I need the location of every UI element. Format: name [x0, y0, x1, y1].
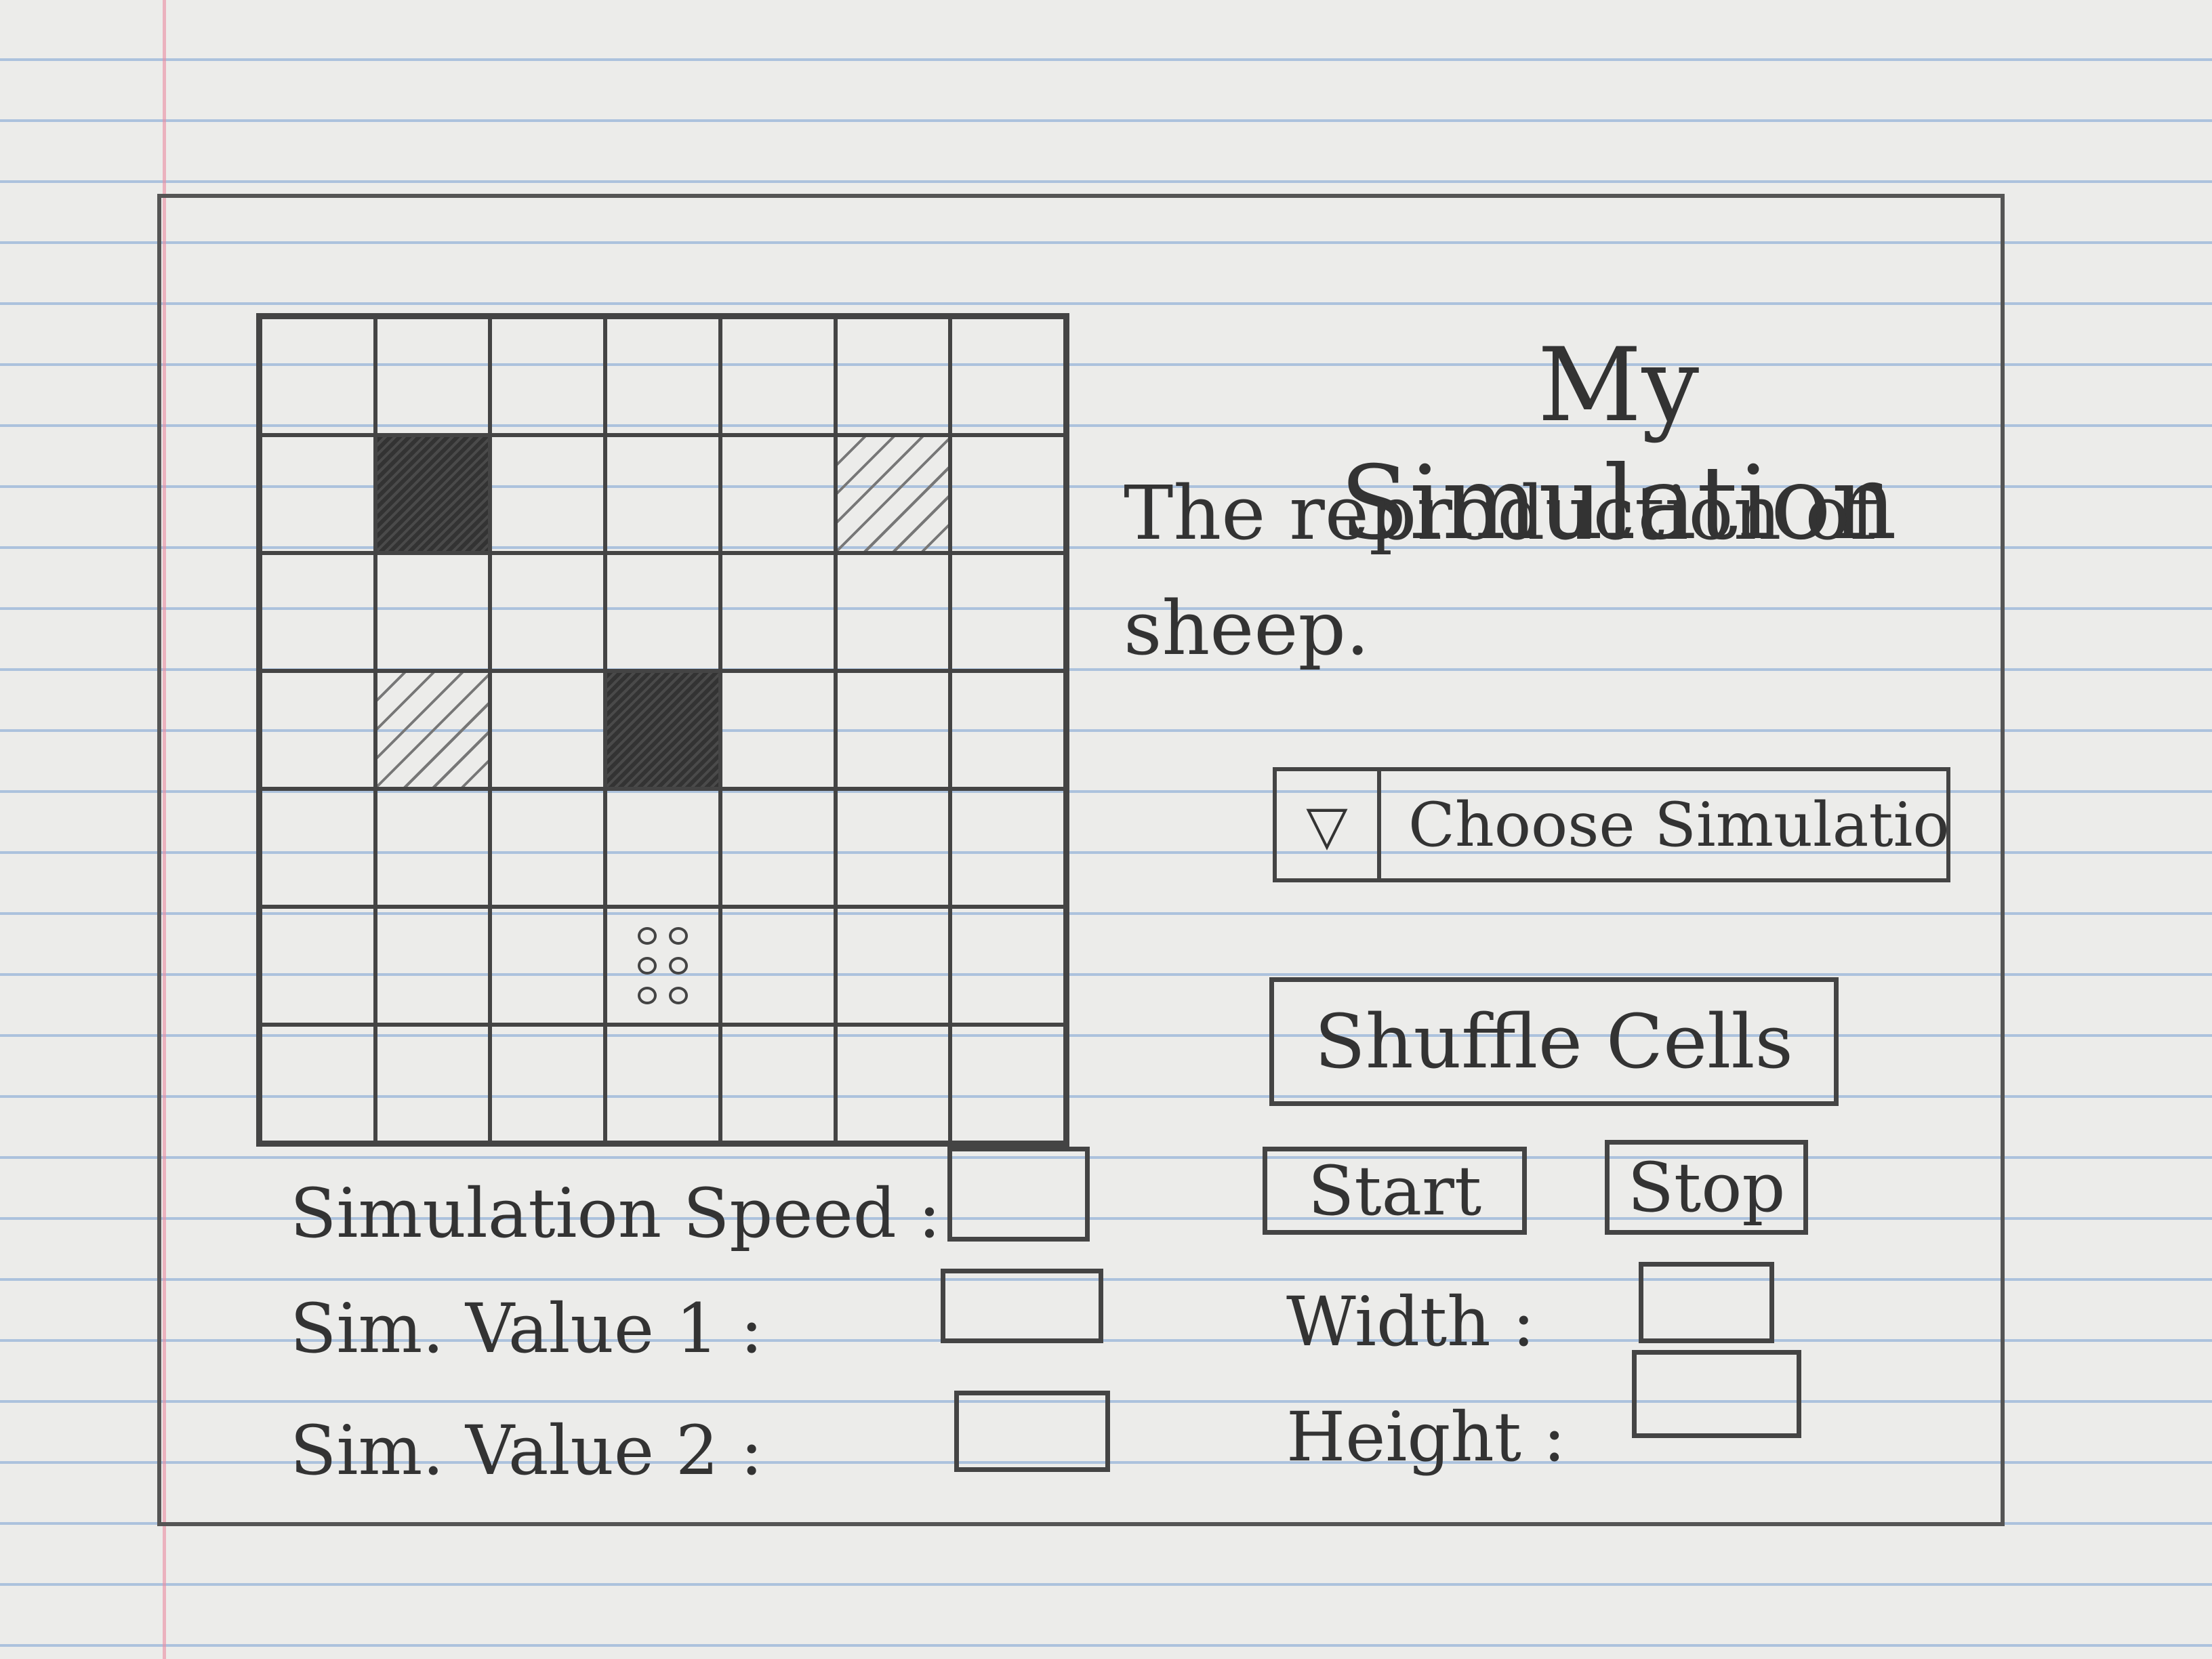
shuffle-cells-button[interactable]: Shuffle Cells [1269, 977, 1839, 1106]
simulation-speed-label: Simulation Speed : [290, 1174, 941, 1253]
sim-value-2-input[interactable] [954, 1391, 1110, 1472]
start-button[interactable]: Start [1263, 1147, 1527, 1235]
dot-mark [637, 957, 657, 975]
grid-cell[interactable] [375, 789, 491, 907]
grid-cell[interactable] [835, 907, 951, 1025]
grid-cell[interactable] [605, 907, 720, 1025]
grid-cell[interactable] [605, 789, 720, 907]
grid-cell[interactable] [720, 907, 836, 1025]
grid-cell[interactable] [720, 671, 836, 789]
grid-cell[interactable] [950, 553, 1065, 671]
grid-cell[interactable] [720, 317, 836, 435]
grid-cell[interactable] [605, 553, 720, 671]
grid-cell[interactable] [950, 1025, 1065, 1143]
grid-cell[interactable] [720, 553, 836, 671]
width-label: Width : [1286, 1282, 1536, 1361]
grid-cell[interactable] [375, 553, 491, 671]
height-label: Height : [1286, 1397, 1566, 1477]
dots-pattern [607, 909, 718, 1023]
grid-cell[interactable] [490, 671, 606, 789]
choose-simulation-label[interactable]: Choose Simulation [1381, 767, 1950, 882]
dot-mark [668, 957, 688, 975]
grid-cell[interactable] [260, 1025, 375, 1143]
height-input[interactable] [1632, 1350, 1801, 1438]
grid-cell[interactable] [260, 553, 375, 671]
width-input[interactable] [1639, 1262, 1774, 1343]
dot-mark [668, 987, 688, 1004]
dot-mark [668, 927, 688, 945]
grid-cell[interactable] [950, 789, 1065, 907]
grid-cell[interactable] [720, 789, 836, 907]
grid-cell[interactable] [835, 317, 951, 435]
grid-cell[interactable] [490, 907, 606, 1025]
grid-cell[interactable] [260, 435, 375, 553]
grid-cell[interactable] [835, 1025, 951, 1143]
grid-cell[interactable] [375, 671, 491, 789]
grid-cell[interactable] [720, 435, 836, 553]
grid-cell[interactable] [605, 317, 720, 435]
grid-cell[interactable] [260, 671, 375, 789]
grid-cell[interactable] [950, 435, 1065, 553]
grid-cell[interactable] [260, 907, 375, 1025]
sim-value-1-label: Sim. Value 1 : [290, 1289, 763, 1368]
simulation-window: My Simulation The reproduction of sheep.… [157, 194, 2005, 1526]
grid-cell[interactable] [605, 435, 720, 553]
grid-cell[interactable] [490, 553, 606, 671]
grid-cell[interactable] [375, 435, 491, 553]
simulation-grid[interactable] [256, 313, 1069, 1147]
grid-cell[interactable] [835, 789, 951, 907]
grid-cell[interactable] [835, 671, 951, 789]
grid-cell[interactable] [375, 317, 491, 435]
grid-cell[interactable] [950, 671, 1065, 789]
notebook-margin-line [163, 0, 166, 1659]
grid-cell[interactable] [375, 1025, 491, 1143]
choose-simulation-dropdown[interactable]: ▽ Choose Simulation [1273, 767, 1950, 882]
grid-cell[interactable] [605, 671, 720, 789]
grid-cell[interactable] [835, 553, 951, 671]
chevron-down-icon[interactable]: ▽ [1273, 767, 1381, 882]
stop-button[interactable]: Stop [1605, 1140, 1808, 1235]
grid-cell[interactable] [605, 1025, 720, 1143]
dot-mark [637, 927, 657, 945]
sim-value-1-input[interactable] [941, 1269, 1103, 1343]
simulation-description: The reproduction of sheep. [1124, 470, 1878, 672]
grid-cell[interactable] [375, 907, 491, 1025]
grid-cell[interactable] [950, 907, 1065, 1025]
grid-cell[interactable] [260, 789, 375, 907]
grid-cell[interactable] [950, 317, 1065, 435]
page-title: My Simulation [1339, 327, 1898, 562]
grid-cell[interactable] [490, 317, 606, 435]
grid-cell[interactable] [260, 317, 375, 435]
grid-cell[interactable] [835, 435, 951, 553]
dot-mark [637, 987, 657, 1004]
simulation-speed-input[interactable] [947, 1147, 1090, 1242]
grid-cell[interactable] [720, 1025, 836, 1143]
grid-cell[interactable] [490, 435, 606, 553]
grid-cell[interactable] [490, 1025, 606, 1143]
sim-value-2-label: Sim. Value 2 : [290, 1411, 763, 1490]
grid-cell[interactable] [490, 789, 606, 907]
